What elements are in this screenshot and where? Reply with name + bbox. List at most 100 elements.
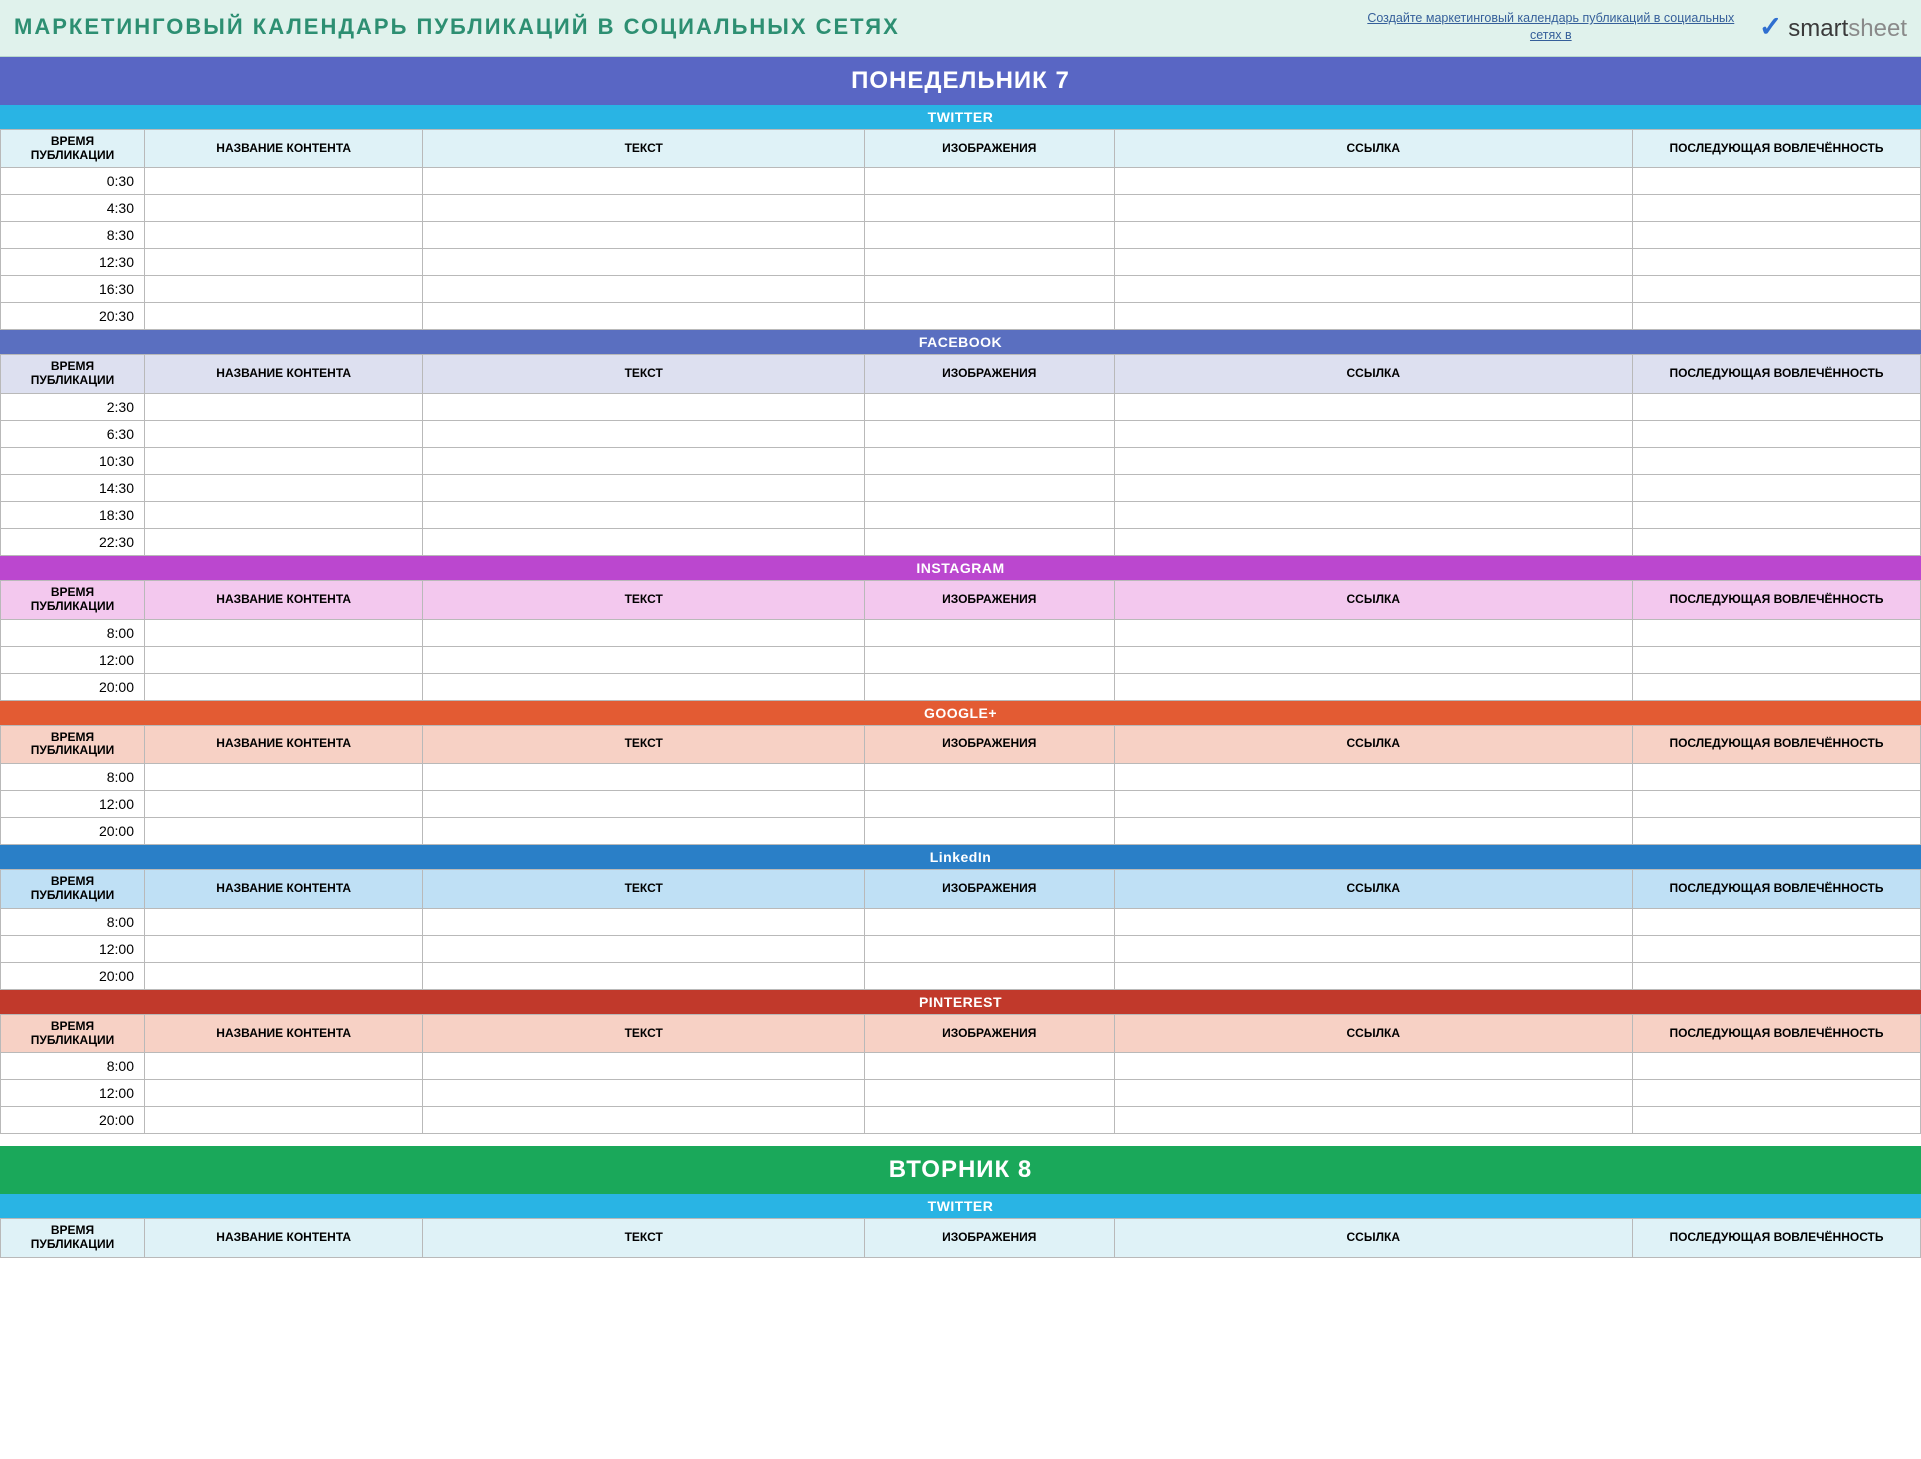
- cell-text[interactable]: [423, 1053, 865, 1080]
- cell-engagement[interactable]: [1632, 420, 1920, 447]
- cell-content-name[interactable]: [145, 619, 423, 646]
- cell-images[interactable]: [864, 303, 1114, 330]
- table-row[interactable]: 20:30: [1, 303, 1921, 330]
- cell-engagement[interactable]: [1632, 962, 1920, 989]
- cell-content-name[interactable]: [145, 195, 423, 222]
- cell-text[interactable]: [423, 908, 865, 935]
- cell-text[interactable]: [423, 962, 865, 989]
- cell-engagement[interactable]: [1632, 673, 1920, 700]
- cell-text[interactable]: [423, 474, 865, 501]
- cell-time[interactable]: 8:00: [1, 619, 145, 646]
- cell-images[interactable]: [864, 1080, 1114, 1107]
- cell-link[interactable]: [1114, 447, 1632, 474]
- cell-text[interactable]: [423, 420, 865, 447]
- cell-time[interactable]: 12:00: [1, 791, 145, 818]
- table-row[interactable]: 8:00: [1, 1053, 1921, 1080]
- cell-images[interactable]: [864, 168, 1114, 195]
- cell-time[interactable]: 20:00: [1, 818, 145, 845]
- table-row[interactable]: 16:30: [1, 276, 1921, 303]
- cell-engagement[interactable]: [1632, 528, 1920, 555]
- cell-content-name[interactable]: [145, 646, 423, 673]
- cell-time[interactable]: 10:30: [1, 447, 145, 474]
- cell-engagement[interactable]: [1632, 168, 1920, 195]
- cell-text[interactable]: [423, 393, 865, 420]
- cell-link[interactable]: [1114, 474, 1632, 501]
- cell-time[interactable]: 8:00: [1, 908, 145, 935]
- cell-images[interactable]: [864, 673, 1114, 700]
- cell-engagement[interactable]: [1632, 646, 1920, 673]
- cell-images[interactable]: [864, 528, 1114, 555]
- cell-time[interactable]: 20:30: [1, 303, 145, 330]
- cell-images[interactable]: [864, 393, 1114, 420]
- cell-images[interactable]: [864, 501, 1114, 528]
- cell-link[interactable]: [1114, 276, 1632, 303]
- cell-text[interactable]: [423, 276, 865, 303]
- cell-engagement[interactable]: [1632, 303, 1920, 330]
- cell-link[interactable]: [1114, 935, 1632, 962]
- cell-content-name[interactable]: [145, 420, 423, 447]
- table-row[interactable]: 2:30: [1, 393, 1921, 420]
- cell-text[interactable]: [423, 528, 865, 555]
- table-row[interactable]: 8:00: [1, 908, 1921, 935]
- cell-link[interactable]: [1114, 501, 1632, 528]
- cell-content-name[interactable]: [145, 303, 423, 330]
- cell-content-name[interactable]: [145, 962, 423, 989]
- cell-content-name[interactable]: [145, 1107, 423, 1134]
- table-row[interactable]: 6:30: [1, 420, 1921, 447]
- cell-content-name[interactable]: [145, 764, 423, 791]
- cell-images[interactable]: [864, 764, 1114, 791]
- cell-images[interactable]: [864, 791, 1114, 818]
- cell-engagement[interactable]: [1632, 818, 1920, 845]
- cell-text[interactable]: [423, 673, 865, 700]
- cell-link[interactable]: [1114, 528, 1632, 555]
- cell-time[interactable]: 12:00: [1, 1080, 145, 1107]
- cell-link[interactable]: [1114, 962, 1632, 989]
- cell-engagement[interactable]: [1632, 195, 1920, 222]
- table-row[interactable]: 12:30: [1, 249, 1921, 276]
- create-calendar-link[interactable]: Создайте маркетинговый календарь публика…: [1361, 10, 1741, 44]
- cell-text[interactable]: [423, 791, 865, 818]
- cell-images[interactable]: [864, 420, 1114, 447]
- cell-text[interactable]: [423, 195, 865, 222]
- table-row[interactable]: 4:30: [1, 195, 1921, 222]
- table-row[interactable]: 12:00: [1, 935, 1921, 962]
- cell-content-name[interactable]: [145, 791, 423, 818]
- cell-content-name[interactable]: [145, 673, 423, 700]
- cell-content-name[interactable]: [145, 276, 423, 303]
- cell-link[interactable]: [1114, 420, 1632, 447]
- table-row[interactable]: 10:30: [1, 447, 1921, 474]
- cell-content-name[interactable]: [145, 818, 423, 845]
- cell-engagement[interactable]: [1632, 276, 1920, 303]
- cell-content-name[interactable]: [145, 168, 423, 195]
- cell-link[interactable]: [1114, 195, 1632, 222]
- cell-images[interactable]: [864, 195, 1114, 222]
- cell-link[interactable]: [1114, 673, 1632, 700]
- cell-link[interactable]: [1114, 1053, 1632, 1080]
- cell-time[interactable]: 8:00: [1, 764, 145, 791]
- table-row[interactable]: 20:00: [1, 673, 1921, 700]
- table-row[interactable]: 12:00: [1, 791, 1921, 818]
- cell-time[interactable]: 20:00: [1, 962, 145, 989]
- cell-images[interactable]: [864, 818, 1114, 845]
- table-row[interactable]: 20:00: [1, 1107, 1921, 1134]
- cell-images[interactable]: [864, 1053, 1114, 1080]
- table-row[interactable]: 18:30: [1, 501, 1921, 528]
- cell-time[interactable]: 12:30: [1, 249, 145, 276]
- cell-engagement[interactable]: [1632, 222, 1920, 249]
- cell-time[interactable]: 4:30: [1, 195, 145, 222]
- cell-time[interactable]: 20:00: [1, 1107, 145, 1134]
- cell-engagement[interactable]: [1632, 619, 1920, 646]
- cell-text[interactable]: [423, 168, 865, 195]
- cell-engagement[interactable]: [1632, 447, 1920, 474]
- cell-content-name[interactable]: [145, 1080, 423, 1107]
- cell-link[interactable]: [1114, 818, 1632, 845]
- cell-text[interactable]: [423, 646, 865, 673]
- cell-images[interactable]: [864, 646, 1114, 673]
- cell-text[interactable]: [423, 1107, 865, 1134]
- cell-time[interactable]: 8:00: [1, 1053, 145, 1080]
- cell-engagement[interactable]: [1632, 474, 1920, 501]
- cell-text[interactable]: [423, 818, 865, 845]
- cell-text[interactable]: [423, 935, 865, 962]
- cell-content-name[interactable]: [145, 474, 423, 501]
- cell-link[interactable]: [1114, 249, 1632, 276]
